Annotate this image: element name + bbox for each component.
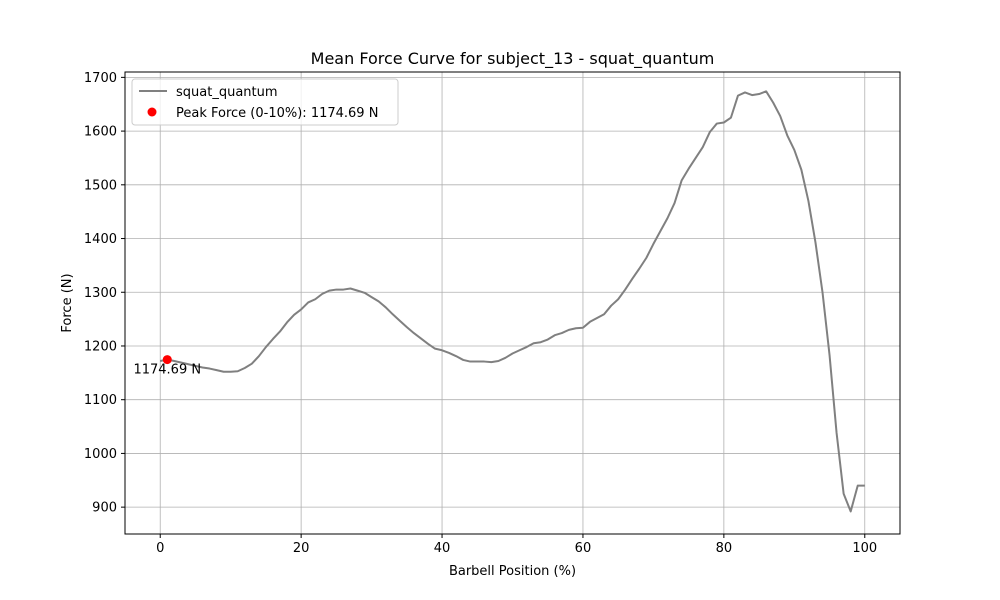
y-tick-label: 1300 — [84, 286, 117, 301]
legend: squat_quantum Peak Force (0-10%): 1174.6… — [131, 78, 399, 126]
peak-layer: 1174.69 N — [133, 355, 201, 378]
legend-entry-series: squat_quantum — [176, 85, 278, 100]
y-tick-label: 1200 — [84, 339, 117, 354]
y-tick-label: 1000 — [84, 447, 117, 462]
x-tick-label: 60 — [575, 541, 592, 556]
peak-annotation: 1174.69 N — [133, 363, 201, 378]
y-axis-ticks: 900 1000 1100 1200 1300 1400 1500 1600 1700 — [84, 71, 125, 516]
series-layer — [160, 90, 865, 513]
legend-entry-peak: Peak Force (0-10%): 1174.69 N — [176, 106, 378, 121]
x-tick-label: 40 — [434, 541, 451, 556]
x-tick-label: 80 — [716, 541, 733, 556]
y-tick-label: 1400 — [84, 232, 117, 247]
y-tick-label: 900 — [92, 501, 117, 516]
chart-title: Mean Force Curve for subject_13 - squat_… — [311, 49, 715, 69]
peak-marker — [162, 355, 172, 365]
x-axis-label: Barbell Position (%) — [449, 564, 576, 579]
y-tick-label: 1100 — [84, 393, 117, 408]
legend-marker-swatch — [147, 107, 157, 117]
x-tick-label: 0 — [156, 541, 164, 556]
legend-box — [131, 78, 399, 126]
x-axis-ticks: 0 20 40 60 80 100 — [156, 534, 877, 556]
x-tick-label: 100 — [852, 541, 877, 556]
x-tick-label: 20 — [293, 541, 310, 556]
y-tick-label: 1700 — [84, 71, 117, 86]
y-axis-label: Force (N) — [60, 273, 75, 332]
series-line-squat_quantum — [160, 90, 865, 513]
y-tick-label: 1600 — [84, 125, 117, 140]
y-tick-label: 1500 — [84, 178, 117, 193]
grid — [125, 72, 900, 534]
plot-frame — [124, 71, 901, 535]
